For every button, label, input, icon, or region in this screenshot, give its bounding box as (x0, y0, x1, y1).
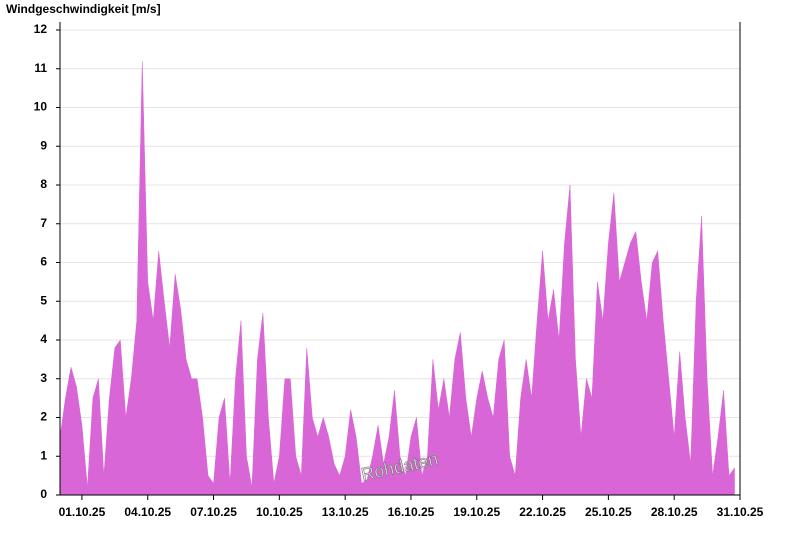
y-tick-label: 4 (40, 332, 47, 346)
y-tick-label: 3 (40, 371, 47, 385)
y-tick-label: 8 (40, 177, 47, 191)
y-tick-label: 5 (40, 293, 47, 307)
wind-area (59, 60, 735, 496)
chart-title: Windgeschwindigkeit [m/s] (6, 2, 161, 16)
y-tick-label: 2 (40, 410, 47, 424)
x-tick-label: 13.10.25 (322, 505, 369, 519)
x-tick-label: 01.10.25 (59, 505, 106, 519)
y-tick-label: 7 (40, 216, 47, 230)
y-tick-label: 9 (40, 138, 47, 152)
y-tick-label: 1 (40, 448, 47, 462)
x-tick-label: 31.10.25 (717, 505, 764, 519)
y-tick-label: 10 (34, 100, 48, 114)
y-tick-label: 12 (34, 22, 48, 36)
x-tick-label: 07.10.25 (190, 505, 237, 519)
x-tick-label: 10.10.25 (256, 505, 303, 519)
y-tick-label: 6 (40, 255, 47, 269)
y-tick-label: 11 (34, 61, 47, 75)
x-tick-label: 04.10.25 (124, 505, 171, 519)
x-tick-label: 28.10.25 (651, 505, 698, 519)
x-tick-label: 25.10.25 (585, 505, 632, 519)
x-tick-label: 22.10.25 (519, 505, 566, 519)
y-tick-label: 0 (40, 487, 47, 501)
x-tick-label: 19.10.25 (453, 505, 500, 519)
x-tick-label: 16.10.25 (388, 505, 435, 519)
